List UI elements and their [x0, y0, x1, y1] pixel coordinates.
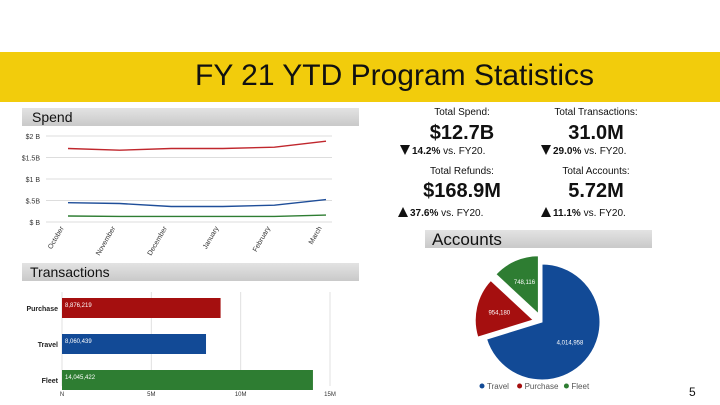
slice-value-label: 954,180: [488, 310, 510, 316]
total-accounts-label: Total Accounts:: [562, 166, 630, 177]
total-accounts-change-suffix: vs. FY20.: [580, 208, 626, 219]
y-tick-label: $1.5B: [22, 156, 41, 163]
title-bar: [0, 52, 720, 102]
accounts-section-label: Accounts: [432, 230, 502, 249]
pie-slice-fleet: [495, 255, 539, 315]
slice-value-label: 4,014,958: [557, 341, 584, 347]
total-refunds-value: $168.9M: [423, 180, 501, 202]
total-accounts-value: 5.72M: [568, 180, 624, 202]
series-line-2: [67, 198, 327, 208]
transactions-section-label: Transactions: [30, 264, 110, 280]
down-arrow-icon: [541, 145, 551, 155]
x-tick-label: March: [308, 225, 324, 245]
x-tick-label: November: [95, 225, 118, 257]
transactions-bar-chart: N 5M 10M 15M Purchase 8,876,219 Travel 8,060,43…: [26, 292, 336, 398]
total-transactions-label: Total Transactions:: [554, 107, 638, 118]
bar-value-label: 8,876,219: [65, 303, 92, 309]
total-refunds-change-pct: 37.6%: [410, 208, 439, 219]
legend-swatch: [517, 383, 523, 389]
y-tick-label: $.5B: [26, 199, 41, 206]
spend-line-chart: $2 B $1.5B $1 B $.5B $ B October November Decem…: [22, 134, 332, 257]
bar-value-label: 14,045,422: [65, 375, 96, 381]
category-label: Travel: [38, 342, 58, 349]
up-arrow-icon: [398, 207, 408, 217]
page-title: FY 21 YTD Program Statistics: [195, 59, 595, 92]
bar-purchase: [62, 298, 221, 318]
x-tick-label: 10M: [235, 392, 247, 398]
pie-slice-purchase: [474, 279, 535, 338]
legend-label: Fleet: [571, 382, 590, 391]
spend-section-label: Spend: [32, 109, 73, 125]
x-tick-label: October: [47, 225, 66, 251]
total-spend-change-pct: 14.2%: [412, 146, 441, 157]
slice-value-label: 748,116: [514, 280, 536, 286]
accounts-pie-chart: 4,014,958 954,180 748,116 Travel Purchase Fle…: [474, 255, 601, 391]
series-line-3: [67, 214, 327, 218]
x-tick-label: January: [202, 225, 221, 250]
y-tick-label: $ B: [29, 220, 40, 227]
down-arrow-icon: [400, 145, 410, 155]
total-transactions-change: 29.0% vs. FY20.: [541, 145, 626, 157]
total-spend-value: $12.7B: [429, 122, 495, 144]
pie-slice-travel: [485, 263, 601, 381]
y-tick-label: $2 B: [26, 134, 41, 141]
total-accounts-change: 11.1% vs. FY20.: [541, 207, 626, 219]
bar-value-label: 8,060,439: [65, 339, 92, 345]
transactions-section-bar: [22, 263, 359, 281]
bar-travel: [62, 334, 207, 354]
spend-section-bar: [22, 108, 359, 126]
category-label: Purchase: [26, 306, 58, 313]
total-accounts-change-pct: 11.1%: [553, 208, 581, 219]
legend-swatch: [563, 383, 569, 389]
total-transactions-change-suffix: vs. FY20.: [581, 146, 627, 157]
accounts-section-bar: [425, 230, 652, 248]
total-refunds-change-suffix: vs. FY20.: [438, 208, 484, 219]
y-tick-label: $1 B: [26, 177, 41, 184]
x-tick-label: February: [252, 225, 272, 253]
up-arrow-icon: [541, 207, 551, 217]
bar-fleet: [62, 370, 313, 390]
total-refunds-label: Total Refunds:: [430, 166, 494, 177]
series-line-1: [67, 140, 327, 151]
total-transactions-change-pct: 29.0%: [553, 146, 582, 157]
category-label: Fleet: [42, 378, 59, 385]
total-refunds-change: 37.6% vs. FY20.: [398, 207, 483, 219]
x-tick-label: December: [147, 225, 170, 257]
total-spend-change: 14.2% vs. FY20.: [400, 145, 485, 157]
legend-label: Travel: [487, 382, 509, 391]
page-number: 5: [689, 385, 696, 399]
total-transactions-value: 31.0M: [568, 122, 624, 144]
x-tick-label: 5M: [147, 392, 155, 398]
legend-swatch: [479, 383, 485, 389]
total-spend-change-suffix: vs. FY20.: [440, 146, 486, 157]
legend-label: Purchase: [525, 382, 559, 391]
x-tick-label: N: [60, 392, 64, 398]
total-spend-label: Total Spend:: [434, 107, 490, 118]
x-tick-label: 15M: [324, 392, 336, 398]
